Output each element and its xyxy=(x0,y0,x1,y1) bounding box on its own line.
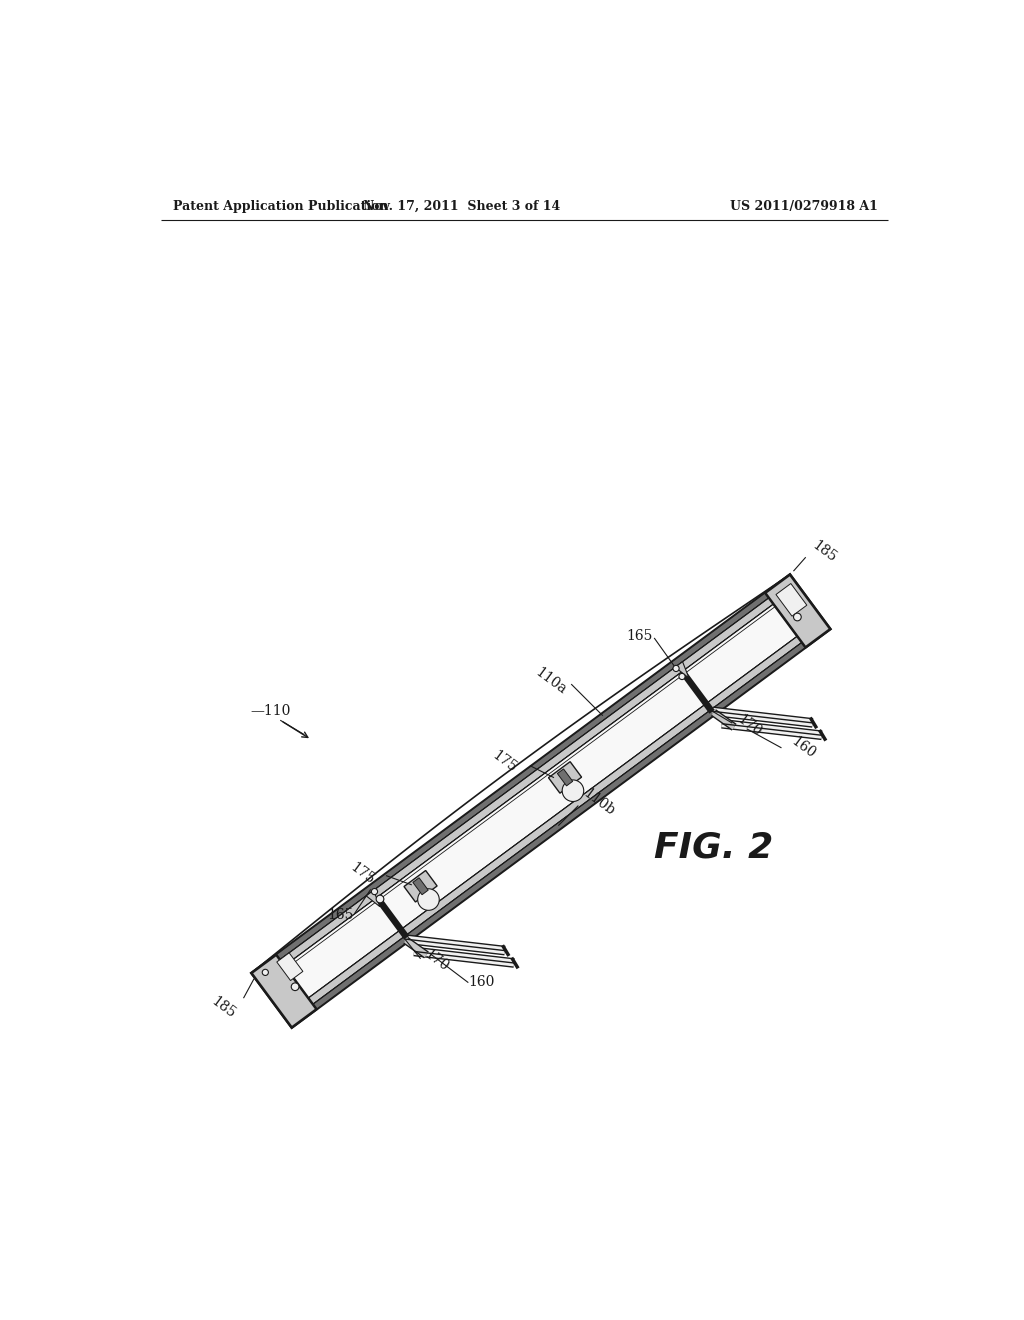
Circle shape xyxy=(291,983,299,990)
Circle shape xyxy=(372,888,378,895)
Text: US 2011/0279918 A1: US 2011/0279918 A1 xyxy=(729,199,878,213)
Text: 170: 170 xyxy=(734,711,764,739)
Polygon shape xyxy=(776,583,807,616)
Text: 110b: 110b xyxy=(581,785,617,818)
Polygon shape xyxy=(276,953,303,981)
Text: 185: 185 xyxy=(209,994,239,1022)
Text: Patent Application Publication: Patent Application Publication xyxy=(173,199,388,213)
Circle shape xyxy=(673,665,679,672)
Text: 175: 175 xyxy=(348,859,377,887)
FancyBboxPatch shape xyxy=(549,762,582,793)
Polygon shape xyxy=(367,891,380,907)
Polygon shape xyxy=(260,586,822,1016)
Circle shape xyxy=(262,969,268,975)
Text: 185: 185 xyxy=(809,539,839,565)
Circle shape xyxy=(679,673,685,680)
Text: 175: 175 xyxy=(489,748,519,776)
Circle shape xyxy=(418,888,439,911)
Text: FIG. 2: FIG. 2 xyxy=(654,830,773,865)
Text: —110: —110 xyxy=(250,705,290,718)
Text: 165: 165 xyxy=(327,908,353,923)
Text: Nov. 17, 2011  Sheet 3 of 14: Nov. 17, 2011 Sheet 3 of 14 xyxy=(364,199,560,213)
Polygon shape xyxy=(413,878,428,895)
Polygon shape xyxy=(765,574,830,647)
Polygon shape xyxy=(252,954,316,1027)
Polygon shape xyxy=(675,661,689,678)
Polygon shape xyxy=(557,770,572,785)
Polygon shape xyxy=(252,574,794,978)
Polygon shape xyxy=(255,579,798,985)
Circle shape xyxy=(378,896,384,903)
Text: 160: 160 xyxy=(468,975,495,989)
Polygon shape xyxy=(288,624,830,1027)
Circle shape xyxy=(794,612,801,620)
Circle shape xyxy=(376,895,384,903)
FancyBboxPatch shape xyxy=(404,870,437,902)
Circle shape xyxy=(562,780,584,801)
Polygon shape xyxy=(284,618,826,1023)
Text: 165: 165 xyxy=(626,630,652,643)
Text: 170: 170 xyxy=(422,948,452,974)
Polygon shape xyxy=(252,574,830,1027)
Text: 160: 160 xyxy=(788,734,818,762)
Text: 110a: 110a xyxy=(532,665,568,697)
